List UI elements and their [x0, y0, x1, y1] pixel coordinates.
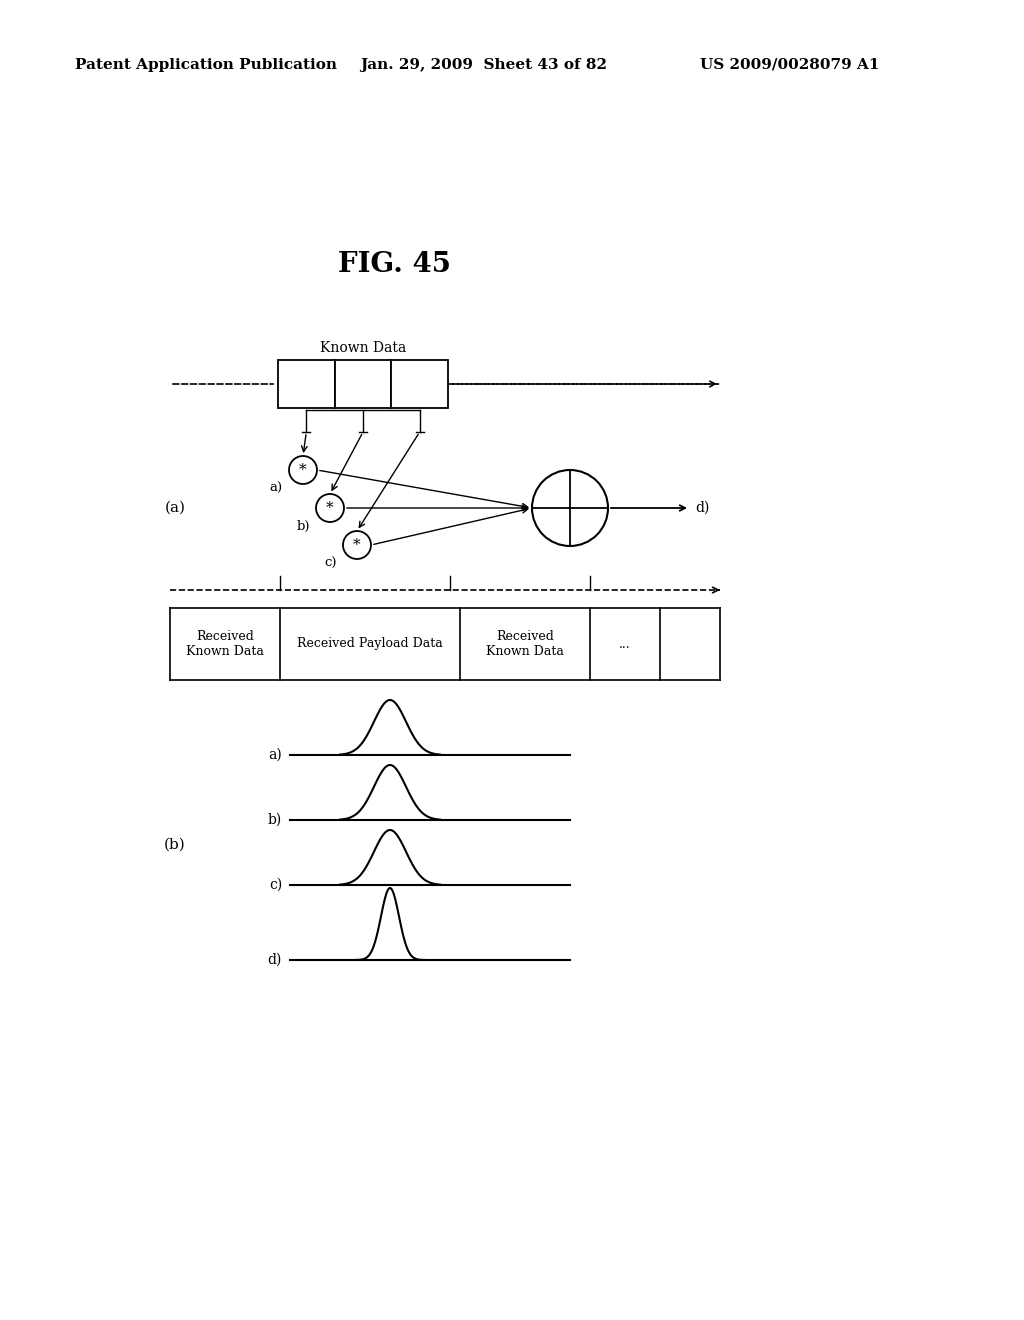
Text: d): d)	[267, 953, 282, 968]
Text: *: *	[299, 463, 307, 477]
Text: a): a)	[268, 748, 282, 762]
Text: (b): (b)	[164, 838, 186, 851]
Bar	[335, 360, 391, 408]
Text: c): c)	[268, 878, 282, 892]
Text: (a): (a)	[165, 502, 185, 515]
Bar	[391, 360, 449, 408]
Text: *: *	[327, 502, 334, 515]
Text: b): b)	[297, 520, 310, 532]
Circle shape	[343, 531, 371, 558]
Circle shape	[532, 470, 608, 546]
Text: Patent Application Publication: Patent Application Publication	[75, 58, 337, 73]
Text: Known Data: Known Data	[319, 341, 407, 355]
Bar	[278, 360, 335, 408]
Text: a): a)	[270, 482, 283, 495]
Text: Jan. 29, 2009  Sheet 43 of 82: Jan. 29, 2009 Sheet 43 of 82	[360, 58, 607, 73]
Text: Received Payload Data: Received Payload Data	[297, 638, 442, 651]
Text: US 2009/0028079 A1: US 2009/0028079 A1	[700, 58, 880, 73]
Text: ...: ...	[620, 638, 631, 651]
Text: *: *	[353, 539, 360, 552]
Circle shape	[316, 494, 344, 521]
Text: FIG. 45: FIG. 45	[339, 252, 452, 279]
Circle shape	[289, 455, 317, 484]
Text: d): d)	[695, 502, 710, 515]
Text: b): b)	[267, 813, 282, 828]
Text: c): c)	[325, 557, 337, 569]
Text: Received
Known Data: Received Known Data	[186, 630, 264, 657]
Text: Received
Known Data: Received Known Data	[486, 630, 564, 657]
